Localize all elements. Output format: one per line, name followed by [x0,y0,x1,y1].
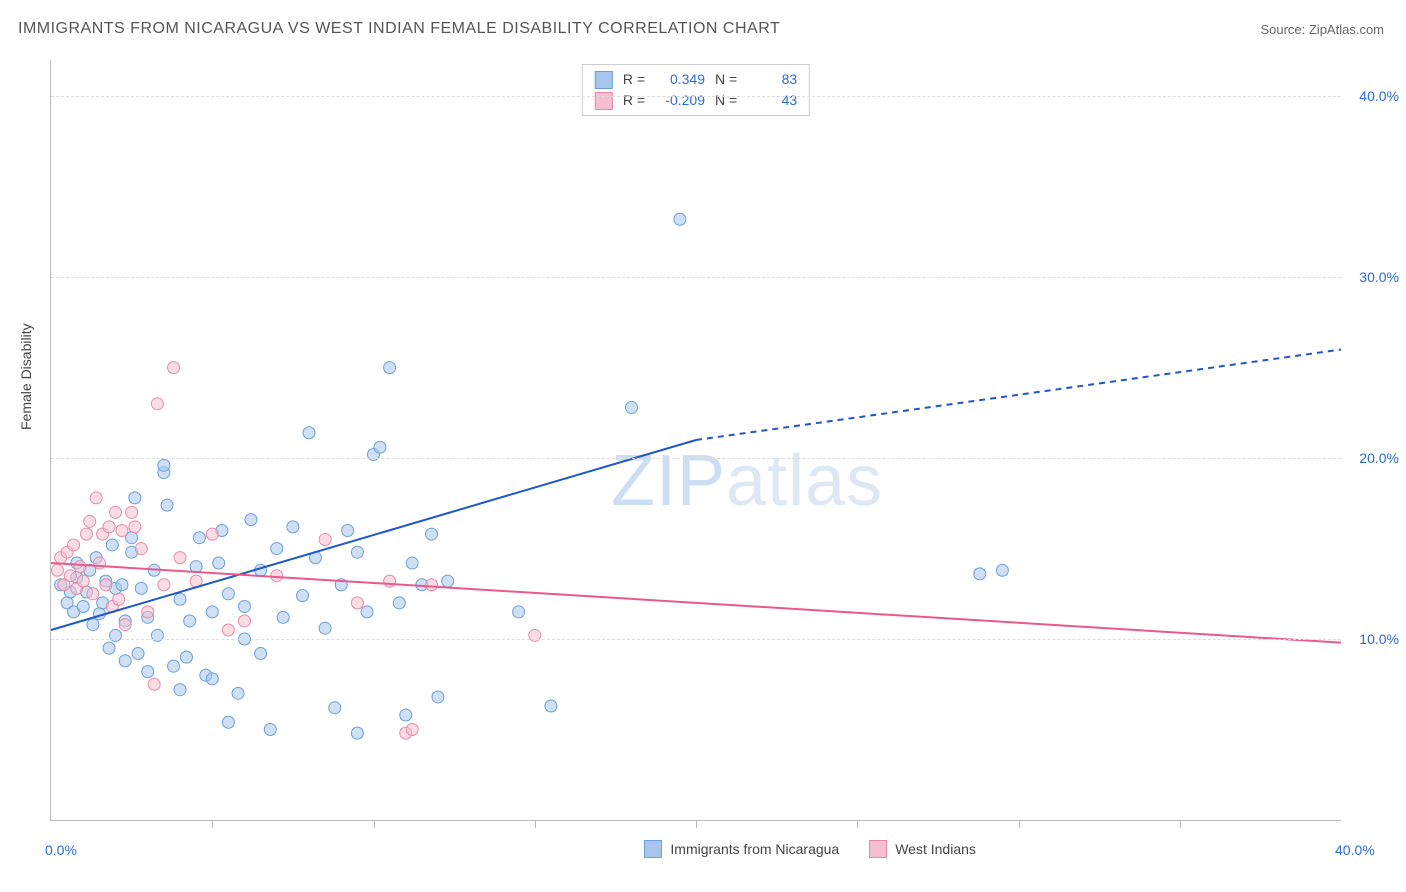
legend-item-2: West Indians [869,840,976,858]
bottom-legend: Immigrants from Nicaragua West Indians [644,840,976,858]
legend-swatch-2 [869,840,887,858]
plot-area: ZIPatlas R = 0.349 N = 83 R = -0.209 N =… [50,60,1341,821]
y-axis-title: Female Disability [18,323,34,430]
y-tick-label: 40.0% [1359,88,1399,104]
legend-item-1: Immigrants from Nicaragua [644,840,839,858]
y-tick-label: 20.0% [1359,450,1399,466]
y-tick-label: 30.0% [1359,269,1399,285]
legend-swatch-1 [644,840,662,858]
x-tick-label: 40.0% [1335,842,1375,858]
legend-label-1: Immigrants from Nicaragua [670,841,839,857]
chart-title: IMMIGRANTS FROM NICARAGUA VS WEST INDIAN… [18,20,780,38]
source-label: Source: ZipAtlas.com [1260,22,1384,37]
legend-label-2: West Indians [895,841,976,857]
y-tick-label: 10.0% [1359,631,1399,647]
chart-svg [51,60,1341,820]
x-tick-label: 0.0% [45,842,77,858]
